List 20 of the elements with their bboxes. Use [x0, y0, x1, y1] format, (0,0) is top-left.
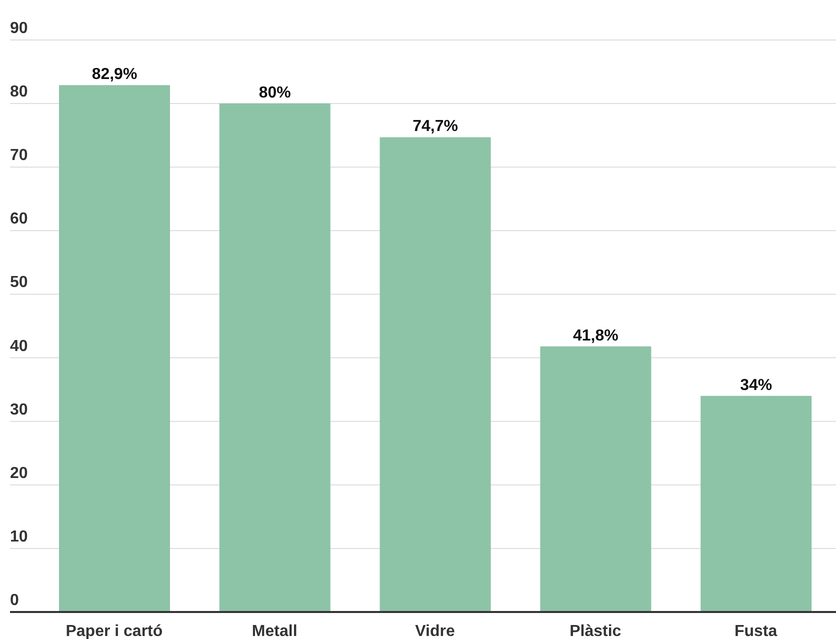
y-tick-label: 20	[10, 464, 28, 482]
data-label: 34%	[740, 376, 772, 394]
y-tick-label: 80	[10, 84, 28, 101]
y-tick-label: 0	[10, 592, 19, 609]
y-tick-label: 70	[10, 147, 28, 164]
y-tick-label: 50	[10, 274, 28, 292]
x-tick-label: Plàstic	[570, 623, 622, 639]
y-tick-label: 60	[10, 210, 28, 228]
x-tick-label: Metall	[252, 623, 298, 639]
data-label: 82,9%	[92, 66, 138, 84]
x-tick-label: Paper i cartó	[66, 623, 163, 639]
data-label: 41,8%	[573, 327, 618, 344]
x-tick-label: Vidre	[415, 623, 455, 639]
y-tick-label: 10	[10, 528, 28, 546]
y-tick-label: 90	[10, 20, 28, 37]
y-tick-label: 40	[10, 338, 28, 355]
x-tick-label: Fusta	[734, 623, 778, 639]
data-label: 80%	[258, 84, 291, 102]
y-tick-label: 30	[10, 401, 28, 418]
data-label: 74,7%	[412, 118, 458, 136]
